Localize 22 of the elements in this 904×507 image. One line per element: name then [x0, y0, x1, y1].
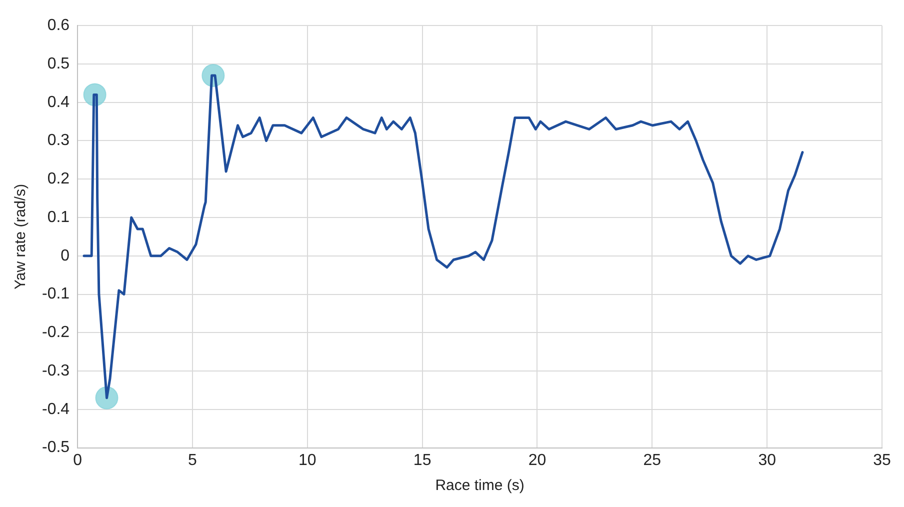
x-axis-title: Race time (s) — [435, 477, 524, 494]
y-tick-label: 0.4 — [47, 94, 70, 111]
x-tick-label: 35 — [873, 452, 891, 469]
x-tick-label: 5 — [188, 452, 198, 469]
y-tick-label: -0.4 — [42, 400, 70, 418]
y-tick-label: 0.3 — [47, 132, 70, 150]
y-tick-label: -0.3 — [42, 362, 70, 380]
x-tick-label: 15 — [413, 452, 432, 469]
x-tick-label: 30 — [758, 452, 776, 469]
y-tick-label: -0.1 — [42, 286, 70, 303]
y-tick-label: 0.1 — [47, 208, 70, 226]
y-tick-label: 0.6 — [47, 17, 70, 34]
x-tick-label: 10 — [298, 452, 316, 469]
y-tick-label: 0.2 — [47, 170, 70, 188]
y-tick-label: 0.5 — [47, 55, 70, 72]
x-tick-label: 25 — [643, 452, 662, 469]
x-tick-label: 0 — [73, 452, 82, 469]
y-tick-label: 0 — [60, 247, 70, 264]
x-tick-label: 20 — [528, 452, 546, 469]
y-tick-label: -0.2 — [42, 324, 70, 342]
y-axis-title: Yaw rate (rad/s) — [12, 184, 30, 290]
y-tick-label: -0.5 — [42, 439, 70, 456]
